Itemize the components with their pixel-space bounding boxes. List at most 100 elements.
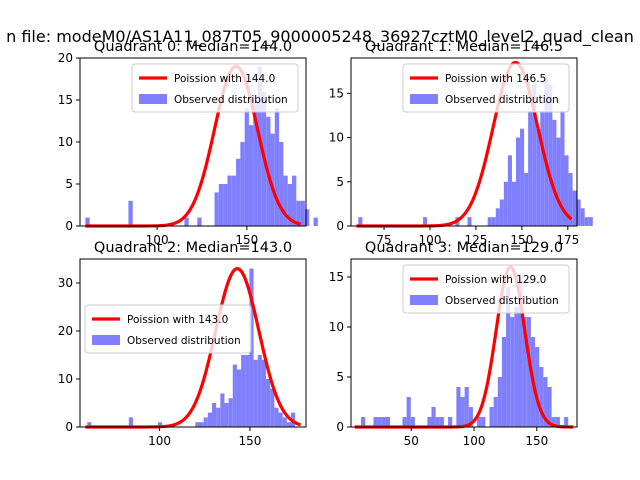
histogram-bar [423, 217, 428, 226]
histogram-bar [199, 422, 204, 427]
histogram-bar [274, 108, 280, 226]
y-tick-label: 10 [58, 372, 73, 386]
y-tick-label: 15 [58, 93, 73, 107]
y-tick-label: 15 [329, 86, 344, 100]
histogram-bar [511, 181, 516, 226]
histogram-bar [128, 200, 133, 226]
y-tick-label: 5 [336, 370, 344, 384]
legend: Poission with 144.0 Observed distribution [131, 63, 299, 113]
histogram-bar [551, 417, 556, 427]
panel-quadrant-1: 75 100 125 150 175 0 5 10 15 Quadrant 1: Median=1… [329, 39, 593, 247]
panel-title: Quadrant 1: Median=146.5 [365, 39, 563, 55]
histogram-bar [503, 181, 508, 226]
axes-frame [350, 57, 578, 227]
y-tick-label: 10 [329, 320, 344, 334]
y-tick-label: 0 [65, 219, 73, 233]
histogram-bar [236, 158, 241, 226]
histogram-bar [547, 387, 552, 427]
histogram-bar [536, 128, 541, 226]
histogram-bar [532, 84, 537, 227]
histogram-bar [385, 417, 391, 427]
histogram-bar [493, 397, 498, 427]
axes-frame [350, 258, 578, 428]
histogram-bar [195, 422, 200, 427]
histogram-bar [548, 84, 553, 227]
y-tick-label: 0 [336, 420, 344, 434]
panel-title: Quadrant 3: Median=129.0 [365, 240, 563, 256]
histogram-bar [85, 217, 90, 226]
y-tick-label: 15 [329, 270, 344, 284]
histogram-bar [489, 407, 494, 427]
histogram-bar [507, 155, 512, 226]
x-tick-label: 100 [463, 434, 486, 448]
histogram-bar [214, 192, 219, 226]
histogram-bar [296, 200, 301, 226]
histogram-bar [552, 119, 557, 226]
histogram-bar [381, 417, 386, 427]
histogram-bar [245, 355, 250, 427]
histogram-bar [497, 377, 502, 427]
histogram-bar [218, 184, 224, 226]
histogram-bar [564, 417, 569, 427]
histogram-bar [248, 125, 254, 226]
histogram-bar [467, 217, 472, 226]
histogram-bar [501, 337, 507, 427]
histogram-bar [560, 111, 565, 226]
histogram-bar [377, 417, 382, 427]
histogram-bar [203, 417, 208, 427]
legend-hist-swatch [410, 94, 438, 104]
histogram-bar [460, 397, 465, 427]
histogram-bar [520, 128, 525, 226]
histogram-bar [499, 199, 504, 226]
figure-title: n file: modeM0/AS1A11_087T05_9000005248_… [6, 27, 634, 47]
histogram-bar [270, 388, 275, 427]
histogram-bar [270, 133, 275, 226]
histogram-bar [157, 422, 163, 427]
histogram-bar [228, 398, 233, 427]
histogram-bar [224, 403, 229, 427]
histogram-bar [448, 417, 453, 427]
legend-box [402, 264, 570, 314]
histogram-bar [266, 379, 271, 427]
histogram-bar [456, 387, 461, 427]
histogram-bar [556, 137, 561, 226]
y-tick-label: 10 [58, 135, 73, 149]
histogram-bar [487, 217, 492, 226]
histogram-bar [257, 355, 262, 427]
y-tick-label: 0 [336, 219, 344, 233]
y-tick-label: 10 [329, 131, 344, 145]
histogram-bar [572, 190, 577, 226]
histogram-bar [358, 217, 363, 226]
histogram-bar [491, 217, 496, 226]
histogram-bar [227, 175, 232, 226]
legend-hist-label: Observed distribution [127, 335, 241, 347]
histogram-bar [283, 175, 288, 226]
histogram-bar [128, 417, 133, 427]
histogram-bar [313, 217, 318, 226]
histogram-bar [211, 403, 217, 427]
histogram-bar [373, 417, 378, 427]
x-tick-label: 150 [238, 434, 261, 448]
histogram-bar [236, 369, 242, 427]
histogram-bar [402, 417, 407, 427]
legend: Poission with 146.5 Observed distribution [402, 63, 570, 113]
histogram-bar [300, 200, 305, 226]
histogram-bar [528, 111, 533, 226]
histogram-bar [431, 407, 436, 427]
histogram-bar [515, 137, 521, 226]
histogram-bar [568, 172, 573, 226]
legend: Poission with 143.0 Observed distribution [84, 304, 252, 354]
x-tick-label: 175 [556, 233, 579, 247]
histogram-bar [223, 184, 228, 226]
histogram-bar [279, 142, 284, 226]
histogram-bar [184, 217, 189, 226]
histogram-bar [588, 217, 593, 226]
histogram-bar [207, 412, 212, 427]
legend-box [402, 63, 570, 113]
histogram-bar [584, 217, 589, 226]
legend-hist-swatch [410, 295, 438, 305]
y-tick-label: 5 [336, 175, 344, 189]
y-tick-label: 20 [58, 51, 73, 65]
